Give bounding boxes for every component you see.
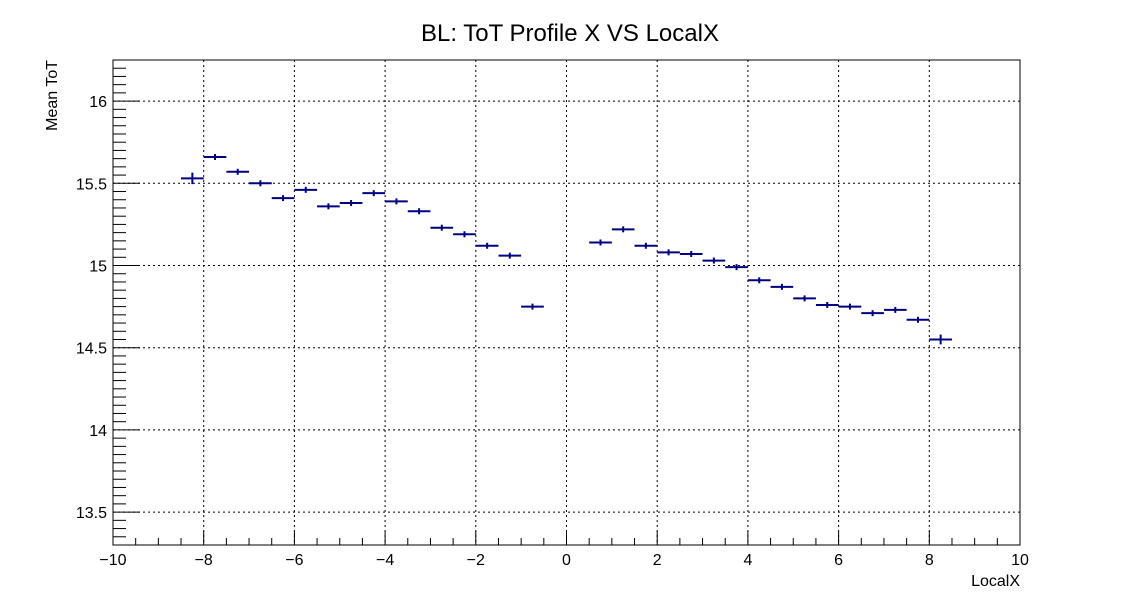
data-point bbox=[838, 303, 862, 310]
data-point bbox=[498, 252, 522, 259]
x-tick-label: 8 bbox=[925, 552, 934, 569]
data-point bbox=[906, 316, 930, 323]
y-axis-label: Mean ToT bbox=[44, 60, 61, 131]
data-points bbox=[181, 154, 952, 345]
data-point bbox=[589, 239, 612, 246]
data-point bbox=[362, 190, 386, 197]
y-tick-labels: 13.5 14 14.5 15 15.5 16 bbox=[76, 94, 107, 522]
y-tick-label: 15 bbox=[89, 259, 107, 276]
y-tick-label: 13.5 bbox=[76, 505, 107, 522]
x-tick-label: 10 bbox=[1011, 552, 1029, 569]
data-point bbox=[475, 242, 499, 249]
data-point bbox=[453, 231, 476, 238]
data-point bbox=[679, 251, 703, 257]
x-tick-label: 0 bbox=[562, 552, 571, 569]
data-point bbox=[249, 180, 272, 187]
data-point bbox=[725, 264, 748, 271]
data-point bbox=[747, 277, 771, 284]
data-point bbox=[883, 306, 907, 313]
data-point bbox=[929, 334, 952, 345]
x-tick-label: 6 bbox=[834, 552, 843, 569]
data-point bbox=[521, 303, 544, 310]
data-point bbox=[226, 168, 250, 175]
x-tick-labels: −10 −8 −6 −4 −2 0 2 4 6 8 10 bbox=[99, 552, 1029, 569]
data-point bbox=[407, 208, 431, 215]
x-tick-label: −2 bbox=[467, 552, 485, 569]
y-tick-label: 14.5 bbox=[76, 341, 107, 358]
x-tick-label: −6 bbox=[285, 552, 303, 569]
x-tick-label: −10 bbox=[99, 552, 126, 569]
axis-ticks bbox=[112, 59, 1021, 545]
data-point bbox=[793, 295, 816, 302]
data-point bbox=[203, 154, 227, 160]
data-point bbox=[657, 249, 680, 256]
y-tick-label: 14 bbox=[89, 423, 107, 440]
data-point bbox=[181, 172, 204, 185]
data-point bbox=[430, 224, 454, 231]
y-tick-label: 16 bbox=[89, 94, 107, 111]
data-point bbox=[317, 203, 340, 210]
data-point bbox=[611, 226, 635, 233]
data-point bbox=[385, 198, 408, 205]
data-point bbox=[815, 301, 839, 308]
data-point bbox=[702, 257, 726, 264]
x-tick-label: −8 bbox=[195, 552, 213, 569]
plot-frame bbox=[112, 59, 1021, 546]
x-tick-label: −4 bbox=[376, 552, 394, 569]
data-point bbox=[339, 200, 363, 207]
x-tick-label: 4 bbox=[743, 552, 752, 569]
y-tick-label: 15.5 bbox=[76, 176, 107, 193]
data-point bbox=[271, 195, 295, 202]
x-tick-label: 2 bbox=[653, 552, 662, 569]
data-point bbox=[294, 186, 318, 193]
data-point bbox=[861, 310, 884, 317]
data-point bbox=[634, 242, 658, 249]
chart-title: BL: ToT Profile X VS LocalX bbox=[421, 20, 719, 47]
x-axis-label: LocalX bbox=[971, 573, 1020, 590]
data-point bbox=[770, 283, 794, 290]
